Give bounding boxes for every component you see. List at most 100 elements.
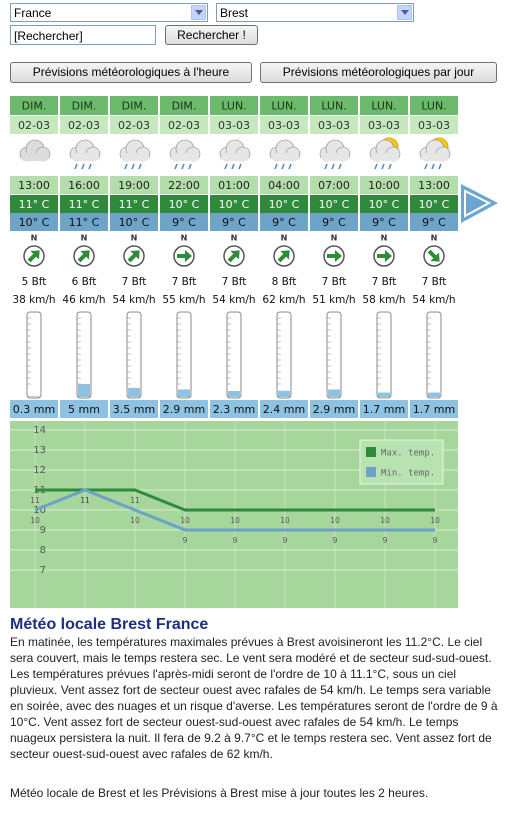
- cell: [260, 213, 308, 231]
- cell-text: 07:00: [318, 179, 350, 192]
- icon-rain: [288, 163, 292, 170]
- wind-speed: 54 km/h: [112, 294, 155, 306]
- cell: [60, 116, 108, 134]
- wind-arrow: [227, 250, 240, 263]
- legend-swatch: [366, 447, 376, 457]
- compass-label: N: [281, 234, 288, 243]
- cell-text: 19:00: [118, 179, 150, 192]
- icon-rain: [331, 163, 335, 170]
- gauge-tube: [426, 311, 442, 399]
- cell: [360, 213, 408, 231]
- cell-text: 10° C: [319, 198, 350, 211]
- search-button[interactable]: Rechercher !: [165, 25, 258, 45]
- icon-rain: [74, 163, 78, 170]
- rain-level: [378, 392, 390, 397]
- cell: [160, 400, 208, 418]
- cell-text: 2.4 mm: [263, 403, 305, 416]
- legend-label: Min. temp.: [381, 469, 435, 479]
- cell: [360, 96, 408, 115]
- cell: [110, 116, 158, 134]
- cell-text: 03-03: [318, 119, 350, 132]
- cell: [310, 213, 358, 231]
- cell-text: 02-03: [18, 119, 50, 132]
- cell: [410, 176, 458, 194]
- rain-level: [178, 389, 190, 397]
- cell-text: 10° C: [119, 216, 150, 229]
- cell-text: LUN.: [271, 100, 296, 113]
- point-label: 11: [130, 496, 140, 505]
- cell: [210, 400, 258, 418]
- cell-text: DIM.: [122, 100, 147, 113]
- cell: [210, 213, 258, 231]
- cell: [260, 96, 308, 115]
- icon-rain: [131, 163, 135, 170]
- wind-arrow: [177, 250, 192, 262]
- cell: [310, 195, 358, 213]
- cell: [260, 116, 308, 134]
- compass-label: N: [431, 234, 438, 243]
- y-tick-label: 14: [33, 425, 46, 436]
- icon-rain: [238, 163, 242, 170]
- rain-level: [278, 390, 290, 397]
- daily-button[interactable]: Prévisions météorologiques par jour: [260, 62, 497, 83]
- beaufort: 7 Bft: [372, 276, 397, 288]
- cell: [410, 400, 458, 418]
- point-label: 9: [283, 536, 288, 545]
- city-select[interactable]: Brest: [216, 3, 414, 22]
- cell: [310, 96, 358, 115]
- dropdown-arrow[interactable]: [397, 5, 412, 20]
- gauge-tube: [276, 311, 292, 399]
- cell-text: 2.9 mm: [163, 403, 205, 416]
- beaufort: 7 Bft: [422, 276, 447, 288]
- wind-speed: 55 km/h: [162, 294, 205, 306]
- cell-text: DIM.: [22, 100, 47, 113]
- next-arrow-shape[interactable]: [461, 184, 498, 223]
- icon-rain: [388, 163, 392, 170]
- icon-rain: [174, 163, 178, 170]
- series-line: [35, 488, 435, 512]
- cell-text: 10° C: [219, 198, 250, 211]
- wind-arrow: [327, 250, 342, 262]
- point-label: 10: [130, 516, 140, 525]
- y-tick-label: 13: [33, 445, 46, 456]
- gauge-tube: [176, 311, 192, 399]
- cell-text: 9° C: [272, 216, 296, 229]
- icon-cloud: [171, 153, 199, 161]
- cell: [410, 213, 458, 231]
- icon-rain: [88, 163, 92, 170]
- dropdown-arrow[interactable]: [191, 5, 206, 20]
- cell: [210, 195, 258, 213]
- next-arrow-outline[interactable]: [464, 189, 492, 218]
- series-line: [34, 488, 435, 532]
- icon-rain: [424, 163, 428, 170]
- cell: [110, 176, 158, 194]
- y-tick-label: 7: [40, 565, 46, 576]
- point-label: 10: [430, 516, 440, 525]
- icon-rain: [274, 163, 278, 170]
- icon-cloud: [71, 153, 99, 161]
- hourly-button[interactable]: Prévisions météorologiques à l'heure: [10, 62, 252, 83]
- cell: [10, 96, 58, 115]
- icon-rain: [224, 163, 228, 170]
- country-select[interactable]: France: [10, 3, 208, 22]
- icon-rain: [124, 163, 128, 170]
- icon-rain: [181, 163, 185, 170]
- cell-text: 02-03: [118, 119, 150, 132]
- rain-level: [228, 391, 240, 397]
- wind-speed: 58 km/h: [362, 294, 405, 306]
- cell: [160, 116, 208, 134]
- cell: [10, 176, 58, 194]
- search-input[interactable]: [Rechercher]: [10, 25, 156, 45]
- next-arrow[interactable]: [461, 184, 498, 223]
- wind-speed: 62 km/h: [262, 294, 305, 306]
- cell: [410, 96, 458, 115]
- icon-rain: [188, 163, 192, 170]
- point-label: 10: [180, 516, 190, 525]
- compass-label: N: [131, 234, 138, 243]
- cell-text: 0.3 mm: [13, 403, 55, 416]
- beaufort: 5 Bft: [22, 276, 47, 288]
- cell-text: 10° C: [369, 198, 400, 211]
- point-label: 10: [230, 516, 240, 525]
- cell: [10, 116, 58, 134]
